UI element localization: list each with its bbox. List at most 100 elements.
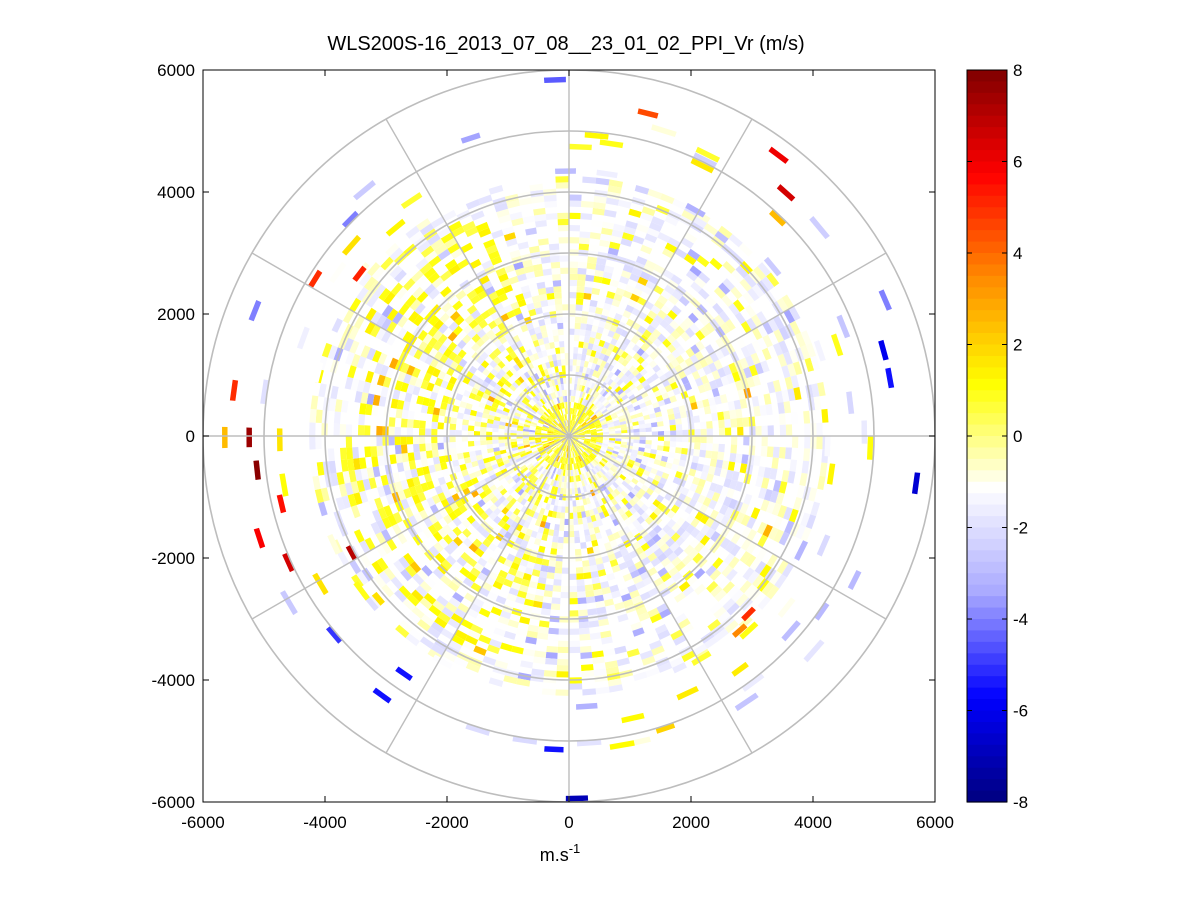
velocity-cell: [571, 383, 575, 390]
velocity-cell: [608, 179, 624, 188]
velocity-cell: [499, 449, 507, 455]
velocity-cell: [577, 462, 582, 469]
velocity-cell: [596, 440, 603, 444]
velocity-cell: [535, 220, 547, 228]
velocity-cell: [498, 293, 508, 303]
velocity-cell: [690, 401, 698, 410]
velocity-cell: [607, 486, 614, 494]
velocity-cell: [585, 596, 596, 604]
velocity-cell: [713, 359, 723, 371]
velocity-cell: [521, 351, 529, 359]
velocity-cell: [697, 271, 711, 284]
velocity-cell: [475, 524, 485, 534]
velocity-cell: [607, 247, 619, 256]
velocity-cell: [415, 585, 428, 598]
velocity-cell: [602, 328, 610, 336]
velocity-cell: [628, 365, 637, 374]
velocity-cell: [454, 607, 467, 619]
velocity-cell: [516, 406, 524, 413]
velocity-cell: [448, 487, 458, 496]
velocity-cell: [591, 576, 601, 585]
velocity-cell: [757, 521, 768, 535]
velocity-cell: [517, 443, 524, 447]
velocity-cell: [375, 531, 387, 545]
velocity-cell: [563, 482, 567, 489]
velocity-cell: [506, 593, 517, 602]
velocity-cell: [518, 404, 526, 410]
velocity-cell: [789, 459, 798, 472]
velocity-cell: [821, 408, 829, 423]
velocity-cell: [657, 309, 668, 320]
velocity-cell: [554, 499, 559, 506]
velocity-cell: [443, 388, 452, 398]
velocity-cell: [462, 413, 470, 421]
velocity-cell: [432, 456, 441, 465]
velocity-cell: [628, 514, 637, 523]
velocity-cell: [681, 209, 696, 222]
velocity-cell: [440, 232, 455, 244]
velocity-cell: [498, 273, 509, 283]
velocity-cell: [511, 446, 519, 452]
velocity-cell: [751, 314, 763, 328]
velocity-cell: [777, 402, 785, 414]
velocity-cell: [555, 448, 560, 454]
velocity-cell: [505, 502, 513, 510]
velocity-cell: [674, 561, 686, 572]
velocity-cell: [512, 417, 520, 423]
velocity-cell: [532, 388, 539, 396]
velocity-cell: [508, 587, 519, 597]
velocity-cell: [710, 520, 721, 532]
velocity-cell: [525, 528, 533, 537]
velocity-cell: [610, 454, 617, 460]
velocity-cell: [573, 512, 578, 519]
velocity-cell: [336, 471, 345, 485]
velocity-cell: [470, 210, 485, 221]
velocity-cell: [587, 463, 593, 470]
velocity-cell: [477, 290, 488, 300]
velocity-cell: [393, 560, 405, 573]
velocity-cell: [573, 334, 580, 342]
velocity-cell: [783, 401, 792, 414]
velocity-cell: [487, 320, 498, 330]
velocity-cell: [637, 325, 647, 335]
velocity-cell: [408, 310, 420, 323]
velocity-cell: [560, 469, 564, 476]
velocity-cell: [442, 337, 453, 348]
velocity-cell: [565, 426, 569, 433]
velocity-cell: [593, 195, 607, 204]
velocity-cell: [512, 556, 522, 565]
velocity-cell: [536, 632, 549, 640]
velocity-cell: [495, 457, 503, 464]
velocity-cell: [577, 591, 586, 599]
velocity-cell: [617, 493, 625, 501]
velocity-cell: [712, 302, 724, 315]
velocity-cell: [533, 656, 546, 665]
velocity-cell: [656, 582, 668, 593]
velocity-cell: [559, 390, 563, 397]
velocity-cell: [623, 377, 631, 385]
velocity-cell: [743, 493, 753, 506]
velocity-cell: [536, 443, 543, 447]
velocity-cell: [581, 453, 587, 459]
velocity-cell: [354, 469, 363, 482]
velocity-cell: [528, 308, 537, 317]
velocity-cell: [424, 283, 436, 296]
velocity-cell: [586, 418, 592, 424]
velocity-cell: [645, 280, 657, 291]
velocity-cell: [434, 485, 444, 495]
velocity-cell: [590, 570, 599, 579]
velocity-cell: [462, 419, 469, 426]
velocity-cell: [630, 397, 638, 404]
velocity-cell: [409, 298, 422, 311]
velocity-cell: [632, 575, 643, 585]
velocity-cell: [547, 437, 554, 440]
velocity-cell: [632, 344, 641, 353]
velocity-cell: [692, 308, 704, 320]
colorbar-band: [967, 172, 1007, 185]
velocity-cell: [572, 500, 577, 507]
velocity-cell: [612, 462, 620, 468]
velocity-cell: [739, 278, 752, 292]
velocity-cell: [559, 255, 569, 262]
velocity-cell: [649, 511, 658, 521]
velocity-cell: [563, 463, 567, 470]
